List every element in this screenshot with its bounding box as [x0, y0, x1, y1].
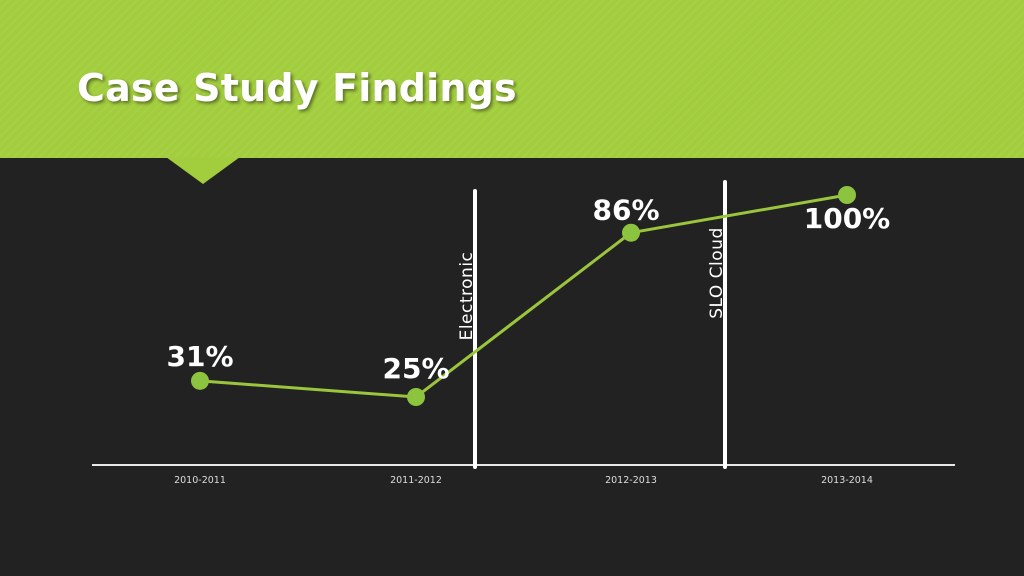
data-point [838, 186, 856, 204]
data-label: 25% [382, 352, 449, 385]
data-point [407, 388, 425, 406]
banner-pointer [166, 157, 240, 184]
data-label: 86% [592, 194, 659, 227]
data-point [191, 371, 209, 390]
series-line [199, 193, 848, 399]
data-label: 100% [804, 202, 891, 235]
annotation-label-slo-cloud: SLO Cloud [707, 227, 727, 319]
annotation-label-electronic: Electronic [457, 252, 477, 341]
x-tick-label: 2010-2011 [174, 475, 226, 486]
x-tick-label: 2011-2012 [390, 475, 442, 486]
title-banner [0, 0, 1024, 158]
x-tick-label: 2012-2013 [605, 475, 657, 486]
data-label: 31% [166, 340, 233, 373]
slide-title: Case Study Findings [77, 66, 517, 110]
data-point [622, 223, 640, 242]
x-tick-label: 2013-2014 [821, 475, 873, 486]
